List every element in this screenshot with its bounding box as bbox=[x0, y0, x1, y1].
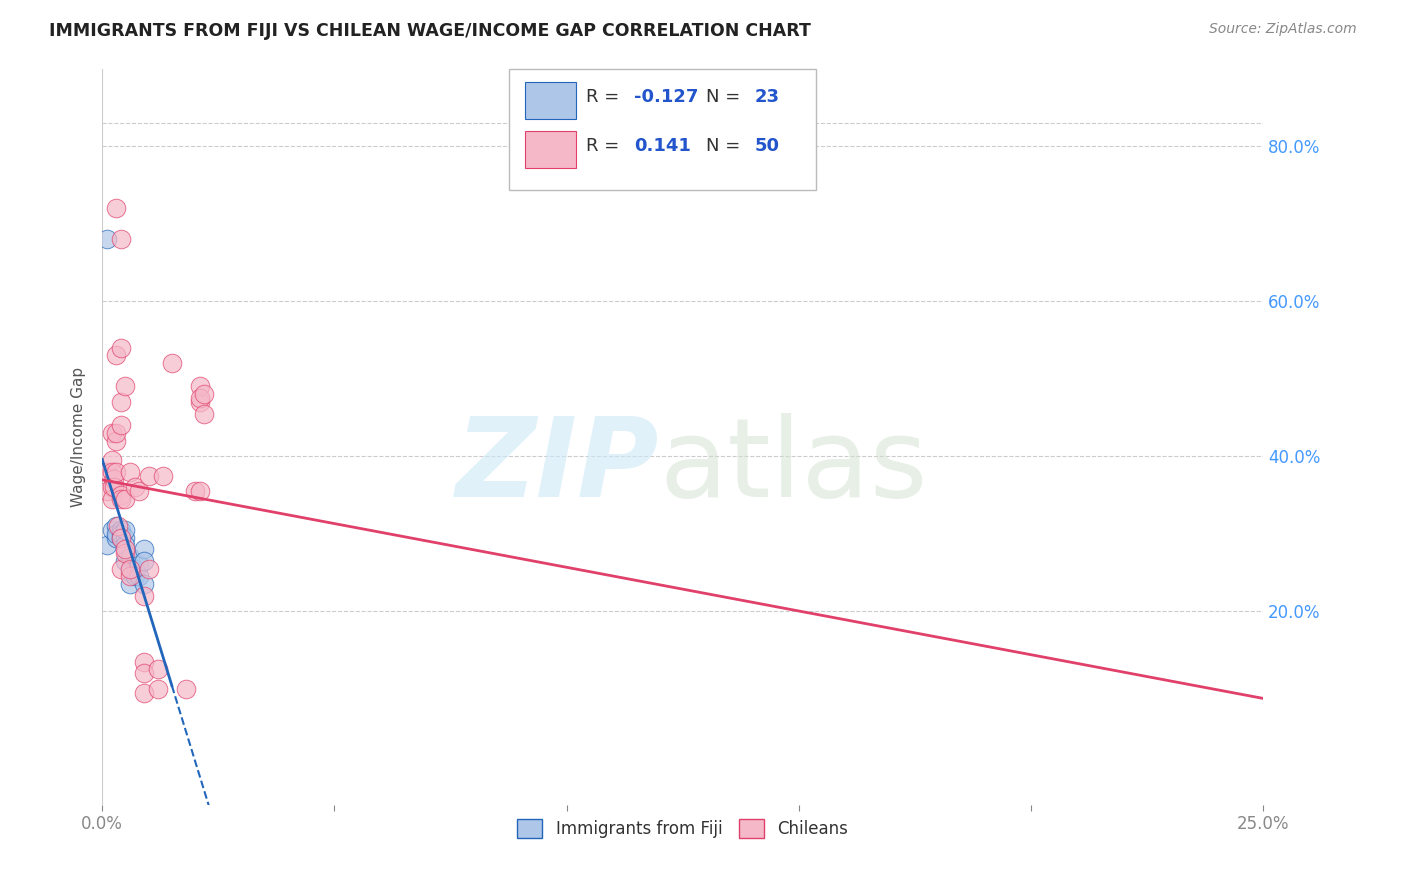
FancyBboxPatch shape bbox=[524, 82, 576, 119]
Text: IMMIGRANTS FROM FIJI VS CHILEAN WAGE/INCOME GAP CORRELATION CHART: IMMIGRANTS FROM FIJI VS CHILEAN WAGE/INC… bbox=[49, 22, 811, 40]
Point bbox=[120, 561, 142, 575]
Text: N =: N = bbox=[706, 136, 747, 155]
Point bbox=[105, 348, 128, 362]
Text: 23: 23 bbox=[755, 87, 780, 105]
Point bbox=[146, 681, 169, 696]
Point bbox=[110, 523, 132, 537]
Point bbox=[103, 472, 125, 486]
Text: -0.127: -0.127 bbox=[634, 87, 699, 105]
Point bbox=[138, 561, 160, 575]
Point bbox=[188, 395, 211, 409]
FancyBboxPatch shape bbox=[524, 131, 576, 168]
Point bbox=[124, 569, 146, 583]
Point bbox=[132, 577, 155, 591]
Point bbox=[105, 531, 128, 545]
Point bbox=[124, 561, 146, 575]
Point bbox=[174, 681, 197, 696]
Point bbox=[110, 561, 132, 575]
Point bbox=[100, 465, 122, 479]
Text: atlas: atlas bbox=[659, 413, 928, 520]
Point bbox=[114, 531, 136, 545]
Point bbox=[105, 201, 128, 215]
Y-axis label: Wage/Income Gap: Wage/Income Gap bbox=[72, 367, 86, 507]
Point bbox=[110, 491, 132, 506]
Point bbox=[120, 465, 142, 479]
Point bbox=[188, 391, 211, 405]
Text: N =: N = bbox=[706, 87, 747, 105]
Point bbox=[100, 425, 122, 440]
Point bbox=[120, 577, 142, 591]
FancyBboxPatch shape bbox=[509, 69, 817, 190]
Point bbox=[120, 566, 142, 580]
Point bbox=[110, 488, 132, 502]
Point bbox=[193, 387, 215, 401]
Text: Source: ZipAtlas.com: Source: ZipAtlas.com bbox=[1209, 22, 1357, 37]
Point bbox=[103, 480, 125, 494]
Point bbox=[132, 655, 155, 669]
Point bbox=[114, 554, 136, 568]
Point bbox=[110, 531, 132, 545]
Point bbox=[152, 468, 174, 483]
Point bbox=[105, 425, 128, 440]
Point bbox=[128, 483, 150, 498]
Point bbox=[114, 538, 136, 552]
Point bbox=[184, 483, 207, 498]
Point bbox=[105, 434, 128, 448]
Point bbox=[96, 538, 118, 552]
Point bbox=[100, 453, 122, 467]
Point bbox=[146, 662, 169, 676]
Point bbox=[96, 483, 118, 498]
Text: 0.141: 0.141 bbox=[634, 136, 690, 155]
Point bbox=[110, 418, 132, 433]
Point bbox=[110, 395, 132, 409]
Point bbox=[120, 549, 142, 564]
Point bbox=[160, 356, 183, 370]
Point bbox=[110, 531, 132, 545]
Point bbox=[193, 407, 215, 421]
Point bbox=[132, 666, 155, 681]
Point bbox=[105, 465, 128, 479]
Point bbox=[100, 480, 122, 494]
Point bbox=[100, 491, 122, 506]
Point bbox=[188, 379, 211, 393]
Point bbox=[114, 542, 136, 557]
Point bbox=[96, 465, 118, 479]
Point bbox=[110, 526, 132, 541]
Text: R =: R = bbox=[586, 136, 631, 155]
Point bbox=[114, 546, 136, 560]
Point bbox=[124, 480, 146, 494]
Point bbox=[132, 589, 155, 603]
Point bbox=[120, 569, 142, 583]
Text: R =: R = bbox=[586, 87, 626, 105]
Point bbox=[188, 483, 211, 498]
Text: ZIP: ZIP bbox=[456, 413, 659, 520]
Point bbox=[132, 685, 155, 699]
Point bbox=[114, 379, 136, 393]
Point bbox=[100, 523, 122, 537]
Point bbox=[114, 523, 136, 537]
Point bbox=[128, 558, 150, 572]
Point bbox=[96, 232, 118, 246]
Point bbox=[132, 542, 155, 557]
Point bbox=[110, 341, 132, 355]
Point bbox=[132, 554, 155, 568]
Point bbox=[105, 526, 128, 541]
Point bbox=[105, 519, 128, 533]
Point bbox=[114, 491, 136, 506]
Point bbox=[128, 569, 150, 583]
Text: 50: 50 bbox=[755, 136, 780, 155]
Point bbox=[107, 519, 129, 533]
Point bbox=[138, 468, 160, 483]
Point bbox=[110, 232, 132, 246]
Legend: Immigrants from Fiji, Chileans: Immigrants from Fiji, Chileans bbox=[510, 812, 855, 845]
